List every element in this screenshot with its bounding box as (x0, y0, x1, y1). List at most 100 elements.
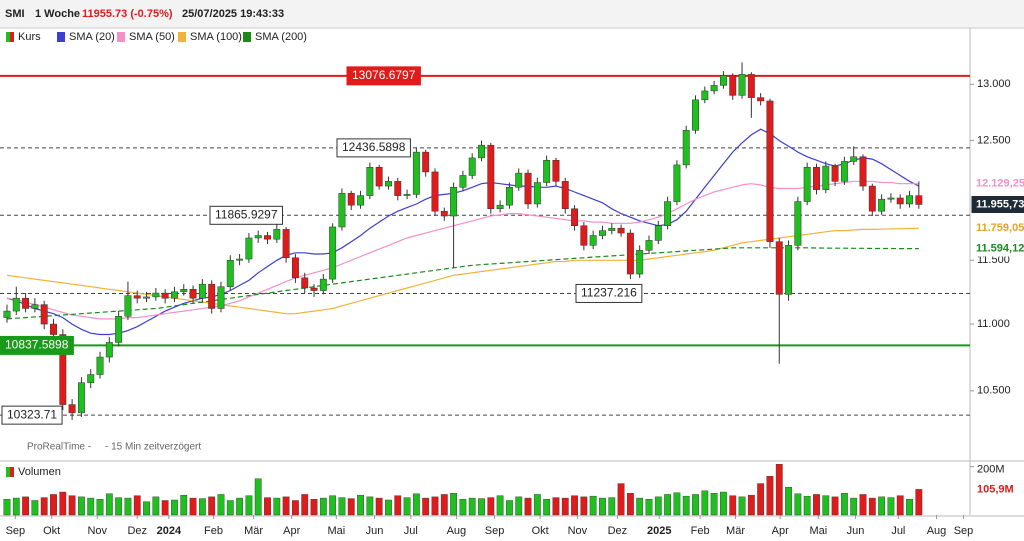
volume-bar (887, 497, 895, 516)
candle-body (840, 161, 848, 182)
volume-bar (412, 493, 420, 516)
candle-body (868, 185, 876, 212)
x-tick-label: Jun (847, 525, 865, 537)
x-tick-label: Feb (691, 525, 710, 537)
legend-label: SMA (20) (69, 31, 115, 43)
candle-body (822, 165, 830, 190)
candle-body (208, 283, 216, 309)
volume-bar (859, 494, 867, 516)
candle-body (12, 297, 20, 312)
volume-bar (673, 492, 681, 516)
candle-body (319, 278, 327, 291)
candle-body (785, 245, 793, 295)
candle-body (682, 130, 690, 166)
volume-bar (599, 497, 606, 516)
volume-bar (757, 483, 765, 516)
volume-bar (766, 476, 774, 516)
legend-swatch (243, 32, 251, 42)
x-tick-label: Sep (485, 525, 505, 537)
candle-body (310, 287, 318, 291)
volume-bar (245, 495, 253, 516)
candle-body (775, 241, 783, 295)
volume-bar (273, 497, 281, 516)
legend-swatch (10, 32, 14, 42)
volume-bar (636, 497, 644, 516)
volume-bar (78, 496, 85, 516)
level-box (209, 205, 284, 225)
volume-bar (143, 501, 150, 516)
x-tick-label: Mai (327, 525, 345, 537)
y-tick-label: 10.500 (977, 385, 1011, 397)
price-label: 12.129,25 (976, 178, 1024, 190)
level-box (336, 138, 411, 158)
volume-bar (589, 495, 597, 516)
volume-bar (226, 500, 234, 516)
candle-body (673, 164, 681, 202)
candle-body (161, 292, 169, 299)
candle-body (68, 404, 76, 414)
candle-body (710, 85, 718, 92)
volume-bar (747, 494, 755, 516)
volume-bar (40, 497, 48, 516)
candle-body (719, 75, 727, 86)
level-box (0, 335, 74, 355)
candle-body (59, 334, 67, 405)
candle-body (692, 99, 699, 131)
candle-body (236, 258, 244, 261)
candle-body (757, 97, 765, 102)
volume-bar (682, 495, 690, 516)
candle-body (385, 181, 392, 187)
legend-label: Kurs (18, 31, 41, 43)
volume-last-label: 105,9M (977, 483, 1014, 495)
volume-bar (720, 491, 727, 516)
header-bar (0, 0, 1024, 28)
volume-bar (506, 500, 513, 516)
x-tick-label: Nov (87, 525, 107, 537)
legend-swatch (178, 32, 186, 42)
volume-bar (571, 495, 578, 516)
volume-bar (468, 497, 476, 516)
candle-body (226, 260, 234, 287)
x-tick-label: Mär (726, 525, 745, 537)
candle-body (3, 310, 11, 318)
level-label: 10323.71 (7, 407, 57, 421)
volume-bar (208, 496, 216, 516)
legend-label: SMA (100) (190, 31, 242, 43)
candle-body (422, 151, 430, 173)
candle-body (915, 195, 923, 205)
candle-body (412, 151, 420, 195)
candle-body (87, 374, 95, 383)
volume-bar (152, 496, 160, 516)
volume-bar (366, 496, 374, 516)
candle-body (654, 225, 662, 241)
volume-bar (794, 493, 802, 516)
volume-bar (729, 495, 737, 516)
candle-body (40, 304, 48, 325)
candle-body (105, 342, 113, 358)
candle-body (217, 286, 225, 309)
candle-body (301, 277, 309, 289)
level-box (575, 283, 643, 303)
candle-body (264, 235, 271, 240)
x-tick-label: Aug (447, 525, 467, 537)
volume-bar (375, 497, 383, 516)
candle-body (496, 204, 504, 210)
level-label: 12436.5898 (342, 140, 406, 154)
volume-bar (878, 496, 886, 516)
volume-bar (198, 498, 206, 516)
volume-bar (450, 493, 457, 516)
volume-bar (487, 497, 495, 516)
candle-body (524, 172, 532, 205)
volume-bar (710, 493, 718, 516)
candle-body (329, 226, 337, 280)
volume-bar (617, 483, 625, 516)
legend-swatch (57, 32, 65, 42)
candle-body (859, 156, 867, 187)
volume-bar (543, 499, 551, 516)
level-label: 13076.6797 (352, 68, 416, 82)
volume-bar (785, 486, 792, 516)
x-tick-label: Mai (809, 525, 827, 537)
volume-bar (822, 495, 830, 516)
